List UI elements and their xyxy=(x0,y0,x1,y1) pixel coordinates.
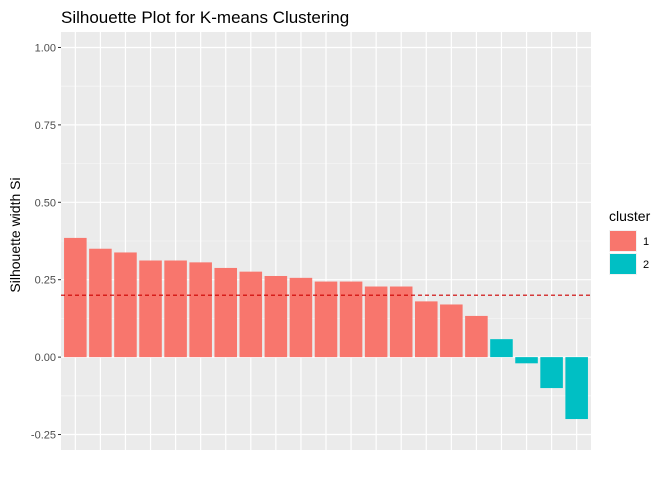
bar xyxy=(314,281,338,358)
bar xyxy=(515,357,538,364)
legend-swatch xyxy=(610,254,636,274)
bar xyxy=(214,267,238,358)
bar xyxy=(414,301,438,358)
legend-swatch xyxy=(610,231,636,251)
y-tick-label: 0.25 xyxy=(35,275,56,287)
bar xyxy=(440,304,463,358)
y-tick-label: 1.00 xyxy=(35,42,56,54)
legend-title: cluster xyxy=(609,208,651,224)
bar xyxy=(64,237,87,358)
bar xyxy=(139,260,162,358)
bar xyxy=(364,286,388,358)
y-tick-label: -0.25 xyxy=(31,430,56,442)
bar xyxy=(490,339,513,358)
bar xyxy=(465,315,488,358)
y-tick-label: 0.00 xyxy=(35,352,56,364)
bar xyxy=(565,357,588,420)
y-tick-label: 0.50 xyxy=(35,197,56,209)
legend-label: 2 xyxy=(643,259,649,271)
chart-title: Silhouette Plot for K-means Clustering xyxy=(61,8,349,27)
bar xyxy=(264,275,288,358)
y-tick-label: 0.75 xyxy=(35,120,56,132)
bar xyxy=(389,286,413,358)
legend-label: 1 xyxy=(643,236,649,248)
bar xyxy=(289,277,313,358)
legend: cluster 1 2 xyxy=(609,208,651,275)
bar xyxy=(239,271,263,358)
bar xyxy=(540,357,563,389)
y-axis-label: Silhouette width Si xyxy=(7,177,23,292)
grid-lines xyxy=(61,32,591,450)
bar xyxy=(164,260,187,358)
bar xyxy=(114,252,137,358)
bar xyxy=(89,248,112,358)
bar xyxy=(189,262,212,358)
bar xyxy=(339,281,363,358)
y-axis-ticks: -0.25 0.00 0.25 0.50 0.75 1.00 xyxy=(31,42,61,442)
bars xyxy=(64,237,588,420)
